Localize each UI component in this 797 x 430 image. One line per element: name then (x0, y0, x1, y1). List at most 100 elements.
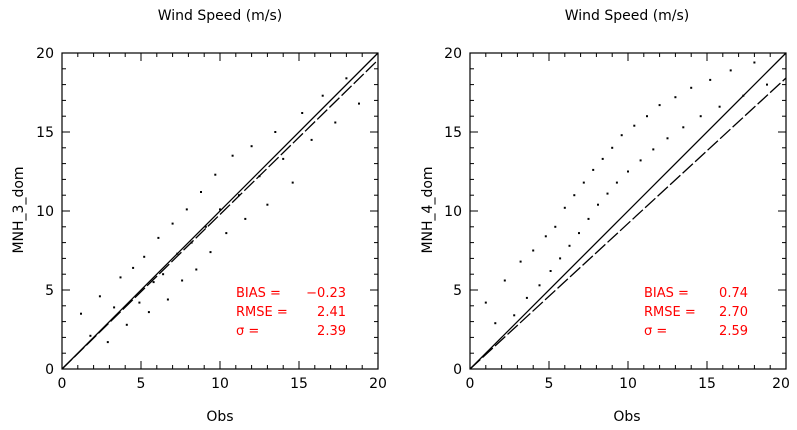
scatter-point (291, 181, 294, 184)
stats-annotation: BIAS = 0.74 RMSE = 2.70 σ = 2.59 (644, 286, 748, 339)
scatter-point (250, 145, 253, 148)
scatter-point (132, 266, 135, 269)
scatter-point (358, 102, 360, 105)
left-panel: Wind Speed (m/s) MNH_3_dom Obs 0 5 10 15… (11, 8, 387, 425)
bias-label: BIAS = (236, 286, 281, 301)
scatter-point (209, 251, 212, 254)
scatter-point (578, 232, 580, 235)
scatter-point (639, 159, 642, 162)
scatter-point (674, 96, 677, 99)
bias-value: −0.23 (306, 286, 346, 301)
x-tick-label: 20 (369, 376, 387, 392)
scatter-point (119, 276, 122, 279)
scatter-point (709, 78, 712, 81)
chart-title: Wind Speed (m/s) (158, 8, 283, 24)
x-tick-label: 15 (698, 376, 716, 392)
x-tick-label: 20 (772, 376, 790, 392)
y-tick-label: 10 (444, 204, 462, 220)
scatter-point (310, 138, 313, 141)
scatter-point (98, 295, 101, 298)
scatter-point (615, 181, 618, 184)
y-tick-label: 10 (36, 204, 54, 220)
identity-line (469, 52, 787, 370)
x-tick-label: 5 (137, 376, 146, 392)
y-tick-label: 0 (453, 362, 462, 378)
scatter-point (200, 191, 202, 193)
x-tick-label: 0 (466, 376, 475, 392)
scatter-point (157, 236, 160, 239)
regression-line (61, 59, 379, 370)
scatter-point (519, 260, 522, 263)
scatter-point (162, 273, 165, 276)
y-tick-labels: 0 5 10 15 20 (444, 46, 462, 378)
scatter-point (301, 112, 304, 114)
scatter-point (513, 314, 516, 317)
scatter-point (573, 194, 576, 197)
scatter-point (729, 69, 732, 72)
scatter-point (544, 235, 547, 238)
scatter-point (219, 208, 221, 211)
scatter-point (106, 341, 109, 344)
x-tick-label: 10 (211, 376, 229, 392)
scatter-point (620, 134, 623, 137)
y-tick-label: 0 (45, 362, 54, 378)
scatter-point (592, 168, 595, 171)
scatter-point (611, 146, 614, 149)
scatter-point (225, 232, 228, 235)
scatter-point (204, 225, 207, 228)
scatter-point (143, 255, 146, 258)
scatter-point (152, 281, 155, 284)
x-tick-label: 15 (290, 376, 308, 392)
scatter-point (563, 206, 566, 209)
y-tick-label: 15 (36, 125, 54, 141)
scatter-point (80, 312, 82, 315)
scatter-point (185, 208, 188, 211)
x-axis-label: Obs (613, 409, 640, 425)
rmse-label: RMSE = (236, 305, 288, 320)
sigma-value: 2.59 (719, 324, 748, 339)
y-tick-label: 15 (444, 125, 462, 141)
scatter-point (606, 192, 609, 195)
scatter-point (690, 86, 693, 89)
scatter-point (231, 154, 234, 157)
scatter-point (587, 217, 590, 220)
scatter-point (699, 115, 702, 118)
x-tick-label: 0 (58, 376, 67, 392)
scatter-point (538, 284, 541, 287)
scatter-point (658, 104, 661, 107)
chart-title: Wind Speed (m/s) (565, 8, 690, 24)
rmse-value: 2.41 (317, 305, 346, 320)
y-axis-label: MNH_4_dom (420, 166, 436, 253)
scatter-point (718, 105, 721, 108)
x-tick-label: 5 (545, 376, 554, 392)
bias-label: BIAS = (644, 286, 689, 301)
scatter-point (266, 203, 269, 206)
scatter-point (633, 124, 636, 127)
scatter-point (766, 83, 768, 86)
scatter-point (214, 173, 217, 176)
axis-ticks (61, 52, 379, 370)
scatter-point (274, 131, 277, 133)
scatter-point (597, 203, 599, 206)
scatter-point (113, 306, 116, 309)
axis-ticks (469, 52, 787, 370)
scatter-point (532, 249, 535, 252)
y-tick-labels: 0 5 10 15 20 (36, 46, 54, 378)
scatter-point (525, 296, 528, 299)
scatter-point (568, 244, 571, 247)
scatter-point (582, 181, 585, 184)
scatter-point (321, 94, 324, 97)
bias-value: 0.74 (719, 286, 748, 301)
scatter-point (646, 115, 648, 118)
scatter-point (345, 77, 348, 80)
scatter-point (652, 148, 655, 151)
identity-line (61, 52, 379, 370)
x-tick-labels: 0 5 10 15 20 (466, 376, 790, 392)
scatter-point (282, 157, 285, 160)
y-tick-label: 5 (45, 283, 54, 299)
stats-annotation: BIAS = −0.23 RMSE = 2.41 σ = 2.39 (236, 286, 346, 339)
scatter-point (666, 137, 669, 140)
scatter-point (549, 270, 552, 272)
x-tick-labels: 0 5 10 15 20 (58, 376, 387, 392)
